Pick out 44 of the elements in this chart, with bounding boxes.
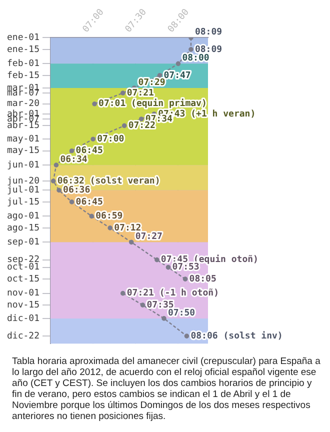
y-tick-label: nov-01 <box>6 288 40 299</box>
data-label: 07:22 <box>128 121 156 132</box>
y-tick-label: oct-01 <box>6 262 40 273</box>
data-label: 07:21 <box>126 88 154 98</box>
data-label: 07:01 (equin primav) <box>98 98 207 110</box>
y-tick-label: may-01 <box>6 134 40 144</box>
y-tick-label: jul-01 <box>6 186 40 196</box>
data-label: 07:12 <box>114 223 142 234</box>
data-label: 07:29 <box>138 78 166 88</box>
y-tick-label: abr-15 <box>6 121 40 132</box>
y-tick-label: dic-01 <box>6 314 40 324</box>
y-tick-label: nov-15 <box>6 300 40 310</box>
data-label: 07:27 <box>135 232 162 242</box>
data-label: 06:59 <box>96 212 123 222</box>
y-tick-label: sep-22 <box>6 255 40 266</box>
text: Tabla horaria aproximada del amanecer civil (crepuscular) para España a lo largo del año 2012, de acuerdo con el reloj oficial español vigente ese año (CET y CEST). Se incluyen los dos cambios horarios de principio y fin de verano, pero estos cambios se indican el 1 de Abril y el 1 de Noviembre porque los últimos Domingos de los dos meses respectivos anteriores no tienen posiciones fijas. <box>11 355 322 422</box>
y-tick-label: ene-15 <box>6 44 40 55</box>
data-label: 07:50 <box>168 308 196 318</box>
data-label: 06:32 (solst veran) <box>57 176 160 186</box>
y-tick-label: sep-01 <box>6 238 40 248</box>
y-tick-label: feb-15 <box>6 70 40 81</box>
data-label: 06:45 <box>76 146 103 156</box>
data-label: 07:21 (-1 h otoñ) <box>126 288 219 299</box>
data-label: 08:05 <box>189 274 216 284</box>
y-tick-label: ago-01 <box>6 212 40 222</box>
data-label: 08:09 <box>194 44 222 55</box>
data-label: 08:06 (solst inv) <box>190 330 283 342</box>
y-tick-label: jun-20 <box>6 176 40 186</box>
y-tick-label: mar-20 <box>6 99 40 110</box>
data-label: 06:36 <box>63 186 90 196</box>
data-label: 07:47 <box>164 70 191 81</box>
data-label: 06:45 <box>76 197 103 208</box>
y-tick-label: feb-01 <box>6 59 40 70</box>
y-tick-label: oct-15 <box>6 274 40 284</box>
y-tick-label: ene-01 <box>6 33 40 44</box>
data-label: 07:00 <box>97 134 124 144</box>
y-tick-label: ago-15 <box>6 223 40 234</box>
data-label: 06:34 <box>60 154 88 165</box>
y-tick-label: dic-22 <box>6 331 40 342</box>
data-label: 08:09 <box>194 28 222 38</box>
y-tick-label: may-15 <box>6 146 40 156</box>
y-tick-label: mar-07 <box>6 88 40 98</box>
y-tick-label: jun-01 <box>6 160 40 170</box>
y-tick-label: jul-15 <box>6 197 40 208</box>
